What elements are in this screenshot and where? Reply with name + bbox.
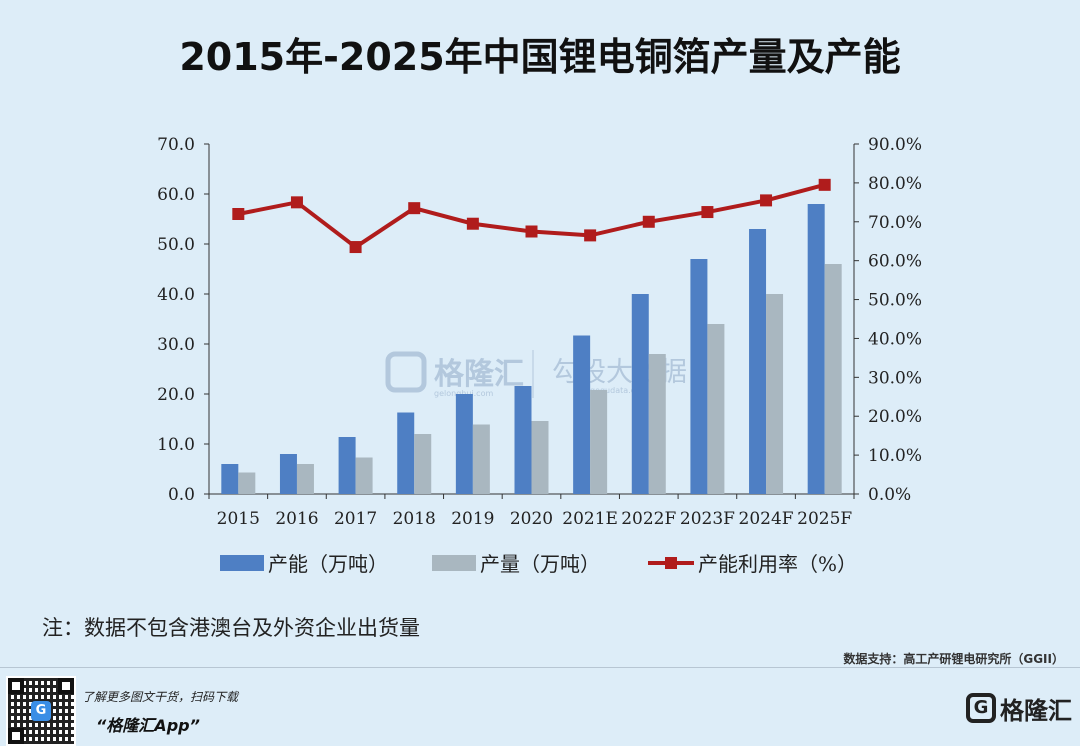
legend-utilization-label: 产能利用率（%）	[698, 552, 857, 576]
output-bar	[355, 457, 373, 494]
capacity-bar	[279, 454, 297, 494]
legend-capacity-label: 产能（万吨）	[268, 552, 388, 576]
app-name: “格隆汇App”	[96, 716, 200, 735]
footer-divider	[0, 667, 1080, 668]
output-bar	[766, 294, 784, 494]
legend-output-label: 产量（万吨）	[480, 552, 600, 576]
qr-finder-icon	[8, 728, 24, 744]
right-y-tick-label: 10.0%	[868, 446, 922, 466]
output-bar	[824, 264, 842, 494]
brand-logo: G 格隆汇	[966, 690, 1072, 726]
watermark-logo-icon	[385, 351, 427, 393]
utilization-point	[466, 217, 479, 230]
legend-capacity-swatch	[220, 555, 264, 571]
x-tick-label: 2015	[217, 509, 260, 529]
right-y-tick-label: 80.0%	[868, 174, 922, 194]
legend-utilization-marker	[665, 557, 677, 569]
output-bar	[472, 424, 490, 494]
x-tick-label: 2018	[393, 509, 436, 529]
utilization-point	[701, 206, 714, 219]
qr-code-icon[interactable]: G	[6, 676, 76, 746]
x-tick-label: 2023F	[680, 509, 735, 529]
x-tick-label: 2025F	[797, 509, 852, 529]
capacity-bar	[807, 204, 825, 494]
capacity-bar	[573, 335, 591, 494]
qr-finder-icon	[58, 678, 74, 694]
output-bar	[590, 390, 608, 494]
watermark-domain: gelonghui.com	[434, 389, 493, 398]
x-tick-label: 2016	[275, 509, 318, 529]
qr-finder-icon	[8, 678, 24, 694]
data-source: 数据支持：高工产研锂电研究所（GGII）	[843, 652, 1064, 666]
utilization-point	[290, 196, 303, 209]
left-y-tick-label: 40.0	[157, 285, 195, 305]
right-y-tick-label: 70.0%	[868, 213, 922, 233]
capacity-bar	[631, 294, 649, 494]
left-y-tick-label: 60.0	[157, 185, 195, 205]
output-bar	[414, 434, 432, 494]
right-y-tick-label: 30.0%	[868, 368, 922, 388]
brand-mark-icon: G	[966, 693, 996, 723]
utilization-point	[408, 202, 421, 215]
capacity-bar	[455, 394, 473, 494]
right-y-tick-label: 40.0%	[868, 329, 922, 349]
utilization-point	[642, 215, 655, 228]
x-tick-label: 2021E	[562, 509, 618, 529]
output-bar	[296, 464, 314, 494]
output-bar	[648, 354, 666, 494]
x-tick-label: 2017	[334, 509, 377, 529]
right-y-tick-label: 90.0%	[868, 135, 922, 155]
utilization-point	[818, 178, 831, 191]
download-promo-text: 了解更多图文干货，扫码下载	[82, 690, 239, 704]
chart-title: 2015年-2025年中国锂电铜箔产量及产能	[179, 35, 901, 79]
app-logo-icon: G	[31, 701, 51, 721]
left-y-tick-label: 0.0	[168, 485, 195, 505]
x-tick-label: 2019	[451, 509, 494, 529]
output-bar	[707, 324, 725, 494]
left-y-tick-label: 10.0	[157, 435, 195, 455]
x-tick-label: 2024F	[739, 509, 794, 529]
capacity-bar	[397, 412, 415, 494]
watermark-domain-2: gogudata.com	[590, 386, 648, 395]
right-y-tick-label: 50.0%	[868, 291, 922, 311]
watermark-brand-2: 勾股大数据	[552, 357, 687, 388]
capacity-bar	[221, 464, 239, 494]
left-y-tick-label: 50.0	[157, 235, 195, 255]
utilization-point	[232, 208, 245, 220]
capacity-bar	[690, 259, 708, 494]
utilization-point	[525, 225, 538, 238]
chart-note: 注：数据不包含港澳台及外资企业出货量	[42, 616, 420, 640]
utilization-line	[237, 182, 826, 250]
brand-name: 格隆汇	[1000, 696, 1072, 725]
right-y-tick-label: 60.0%	[868, 252, 922, 272]
legend-output-swatch	[432, 555, 476, 571]
footer-bar: G 了解更多图文干货，扫码下载 “格隆汇App” G 格隆汇	[0, 668, 1080, 746]
output-bar	[531, 421, 549, 494]
left-y-tick-label: 70.0	[157, 135, 195, 155]
capacity-bar	[338, 437, 356, 494]
left-y-tick-label: 20.0	[157, 385, 195, 405]
right-y-tick-label: 0.0%	[868, 485, 911, 505]
right-y-tick-label: 20.0%	[868, 407, 922, 427]
capacity-bar	[749, 229, 767, 494]
utilization-point	[584, 229, 597, 242]
capacity-bar	[514, 386, 532, 494]
left-y-tick-label: 30.0	[157, 335, 195, 355]
output-bar	[238, 472, 256, 494]
x-tick-label: 2020	[510, 509, 553, 529]
watermark-brand: 格隆汇	[434, 357, 524, 392]
x-tick-label: 2022F	[621, 509, 676, 529]
utilization-point	[760, 194, 773, 207]
utilization-point	[349, 241, 362, 254]
